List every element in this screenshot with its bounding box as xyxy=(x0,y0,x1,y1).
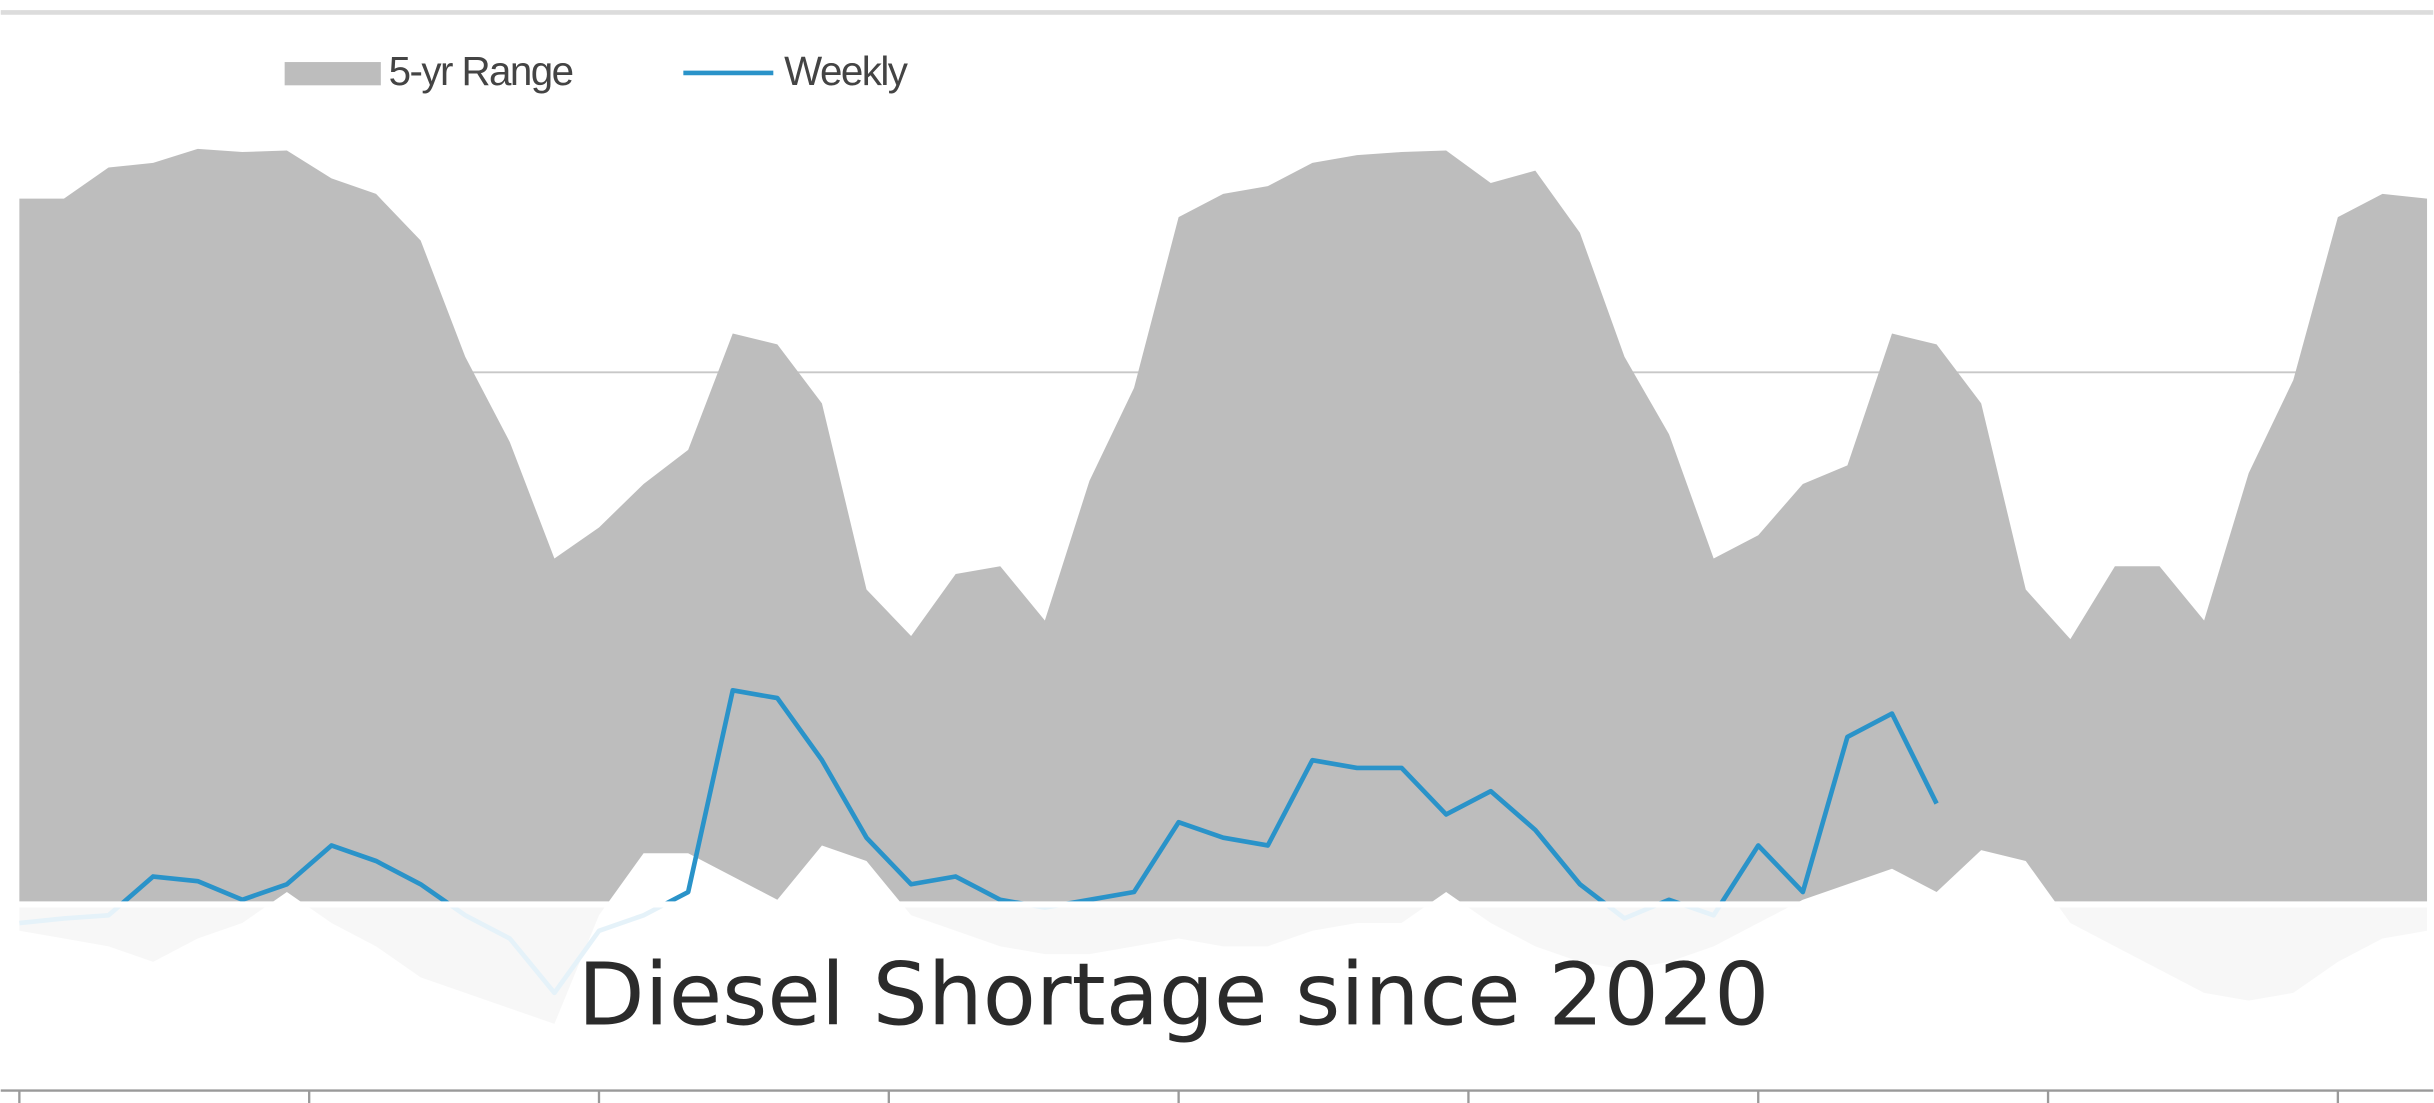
caption-overlay xyxy=(0,904,2434,1088)
caption: Diesel Shortage since 2020 xyxy=(578,945,1770,1046)
x-axis xyxy=(0,1089,2434,1103)
legend: 5-yr Range Weekly xyxy=(284,48,910,94)
legend-label: Weekly xyxy=(784,48,909,94)
range-area xyxy=(19,148,2428,1024)
legend-label: 5-yr Range xyxy=(389,48,573,94)
legend-swatch xyxy=(284,62,381,86)
plot-area xyxy=(19,148,2428,1024)
